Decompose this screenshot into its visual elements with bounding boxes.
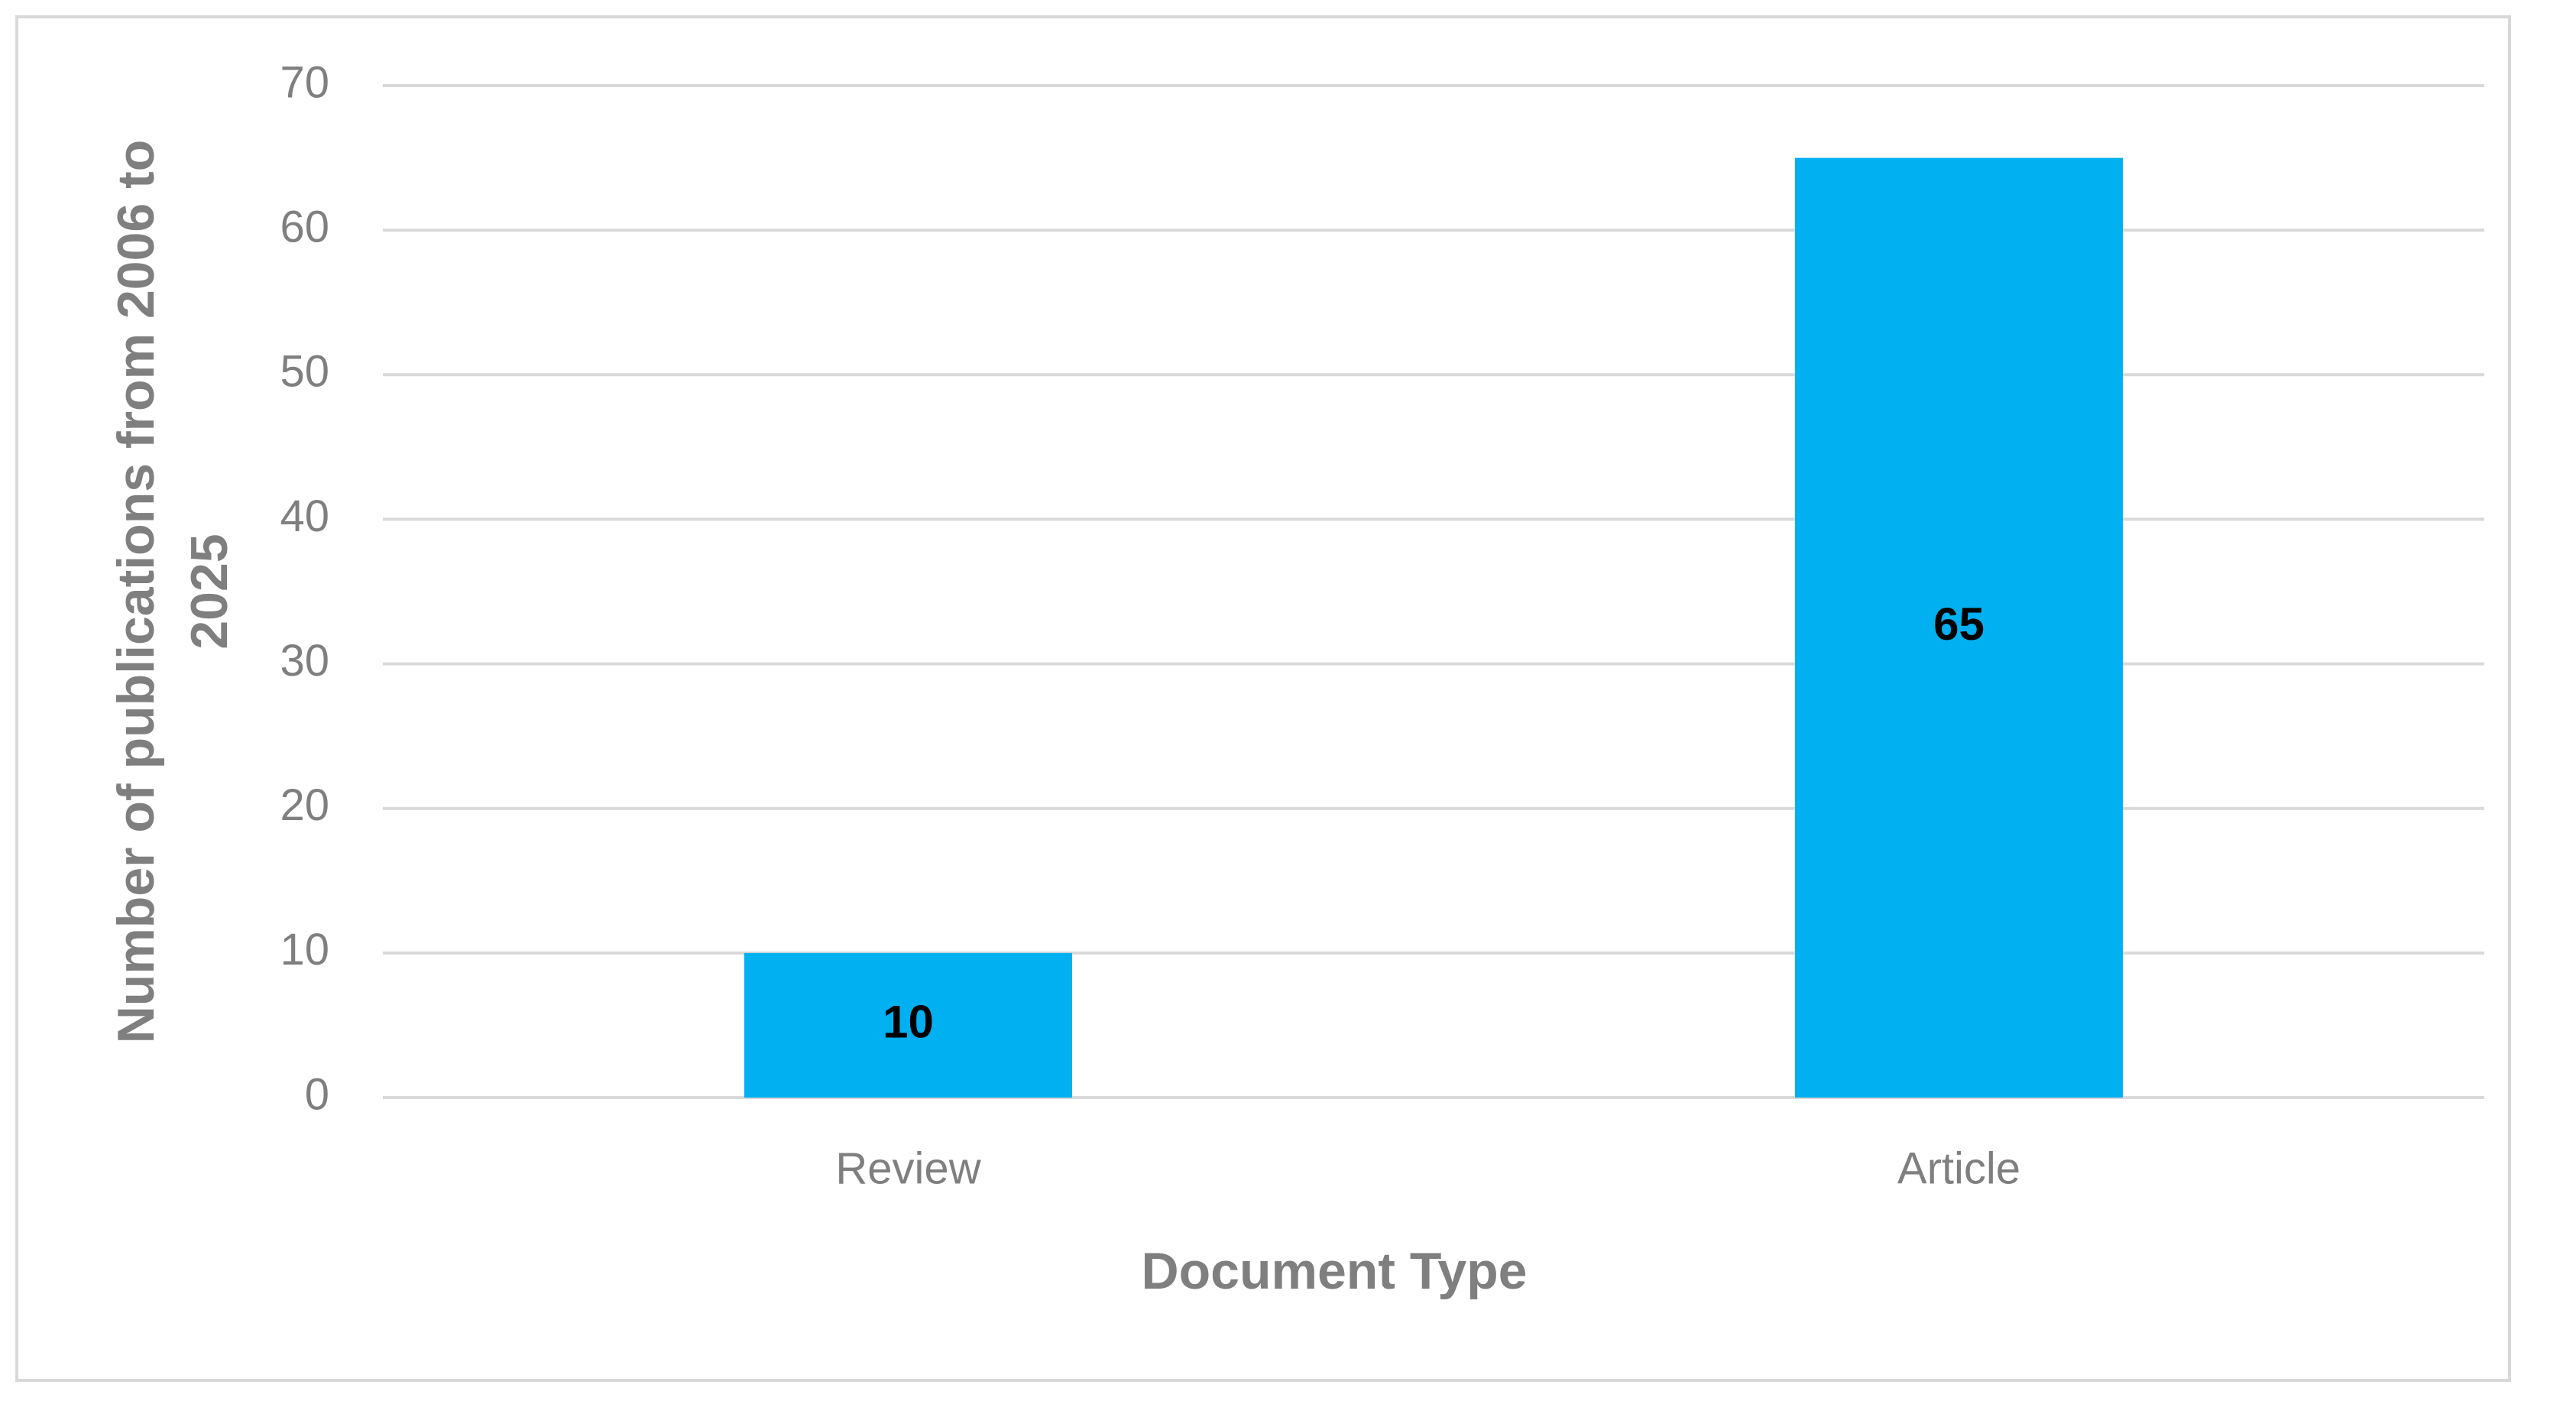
y-axis-title: Number of publications from 2006 to 2025 — [107, 140, 238, 1044]
y-tick-label: 60 — [280, 202, 329, 251]
x-tick-label: Review — [835, 1143, 981, 1193]
y-tick-label: 40 — [280, 491, 329, 541]
x-tick-label: Article — [1897, 1143, 2020, 1193]
y-tick-label: 20 — [280, 780, 329, 830]
y-tick-label: 30 — [280, 636, 329, 686]
chart-border — [15, 15, 2511, 1382]
y-tick-label: 0 — [305, 1069, 329, 1119]
value-label: 10 — [883, 996, 934, 1047]
y-tick-label: 10 — [280, 925, 329, 975]
bar — [744, 952, 1072, 1098]
bar — [1795, 157, 2123, 1098]
y-tick-label: 50 — [280, 347, 329, 397]
x-axis-title: Document Type — [1141, 1242, 1527, 1300]
value-label: 65 — [1933, 598, 1985, 650]
y-tick-label: 70 — [280, 57, 329, 107]
